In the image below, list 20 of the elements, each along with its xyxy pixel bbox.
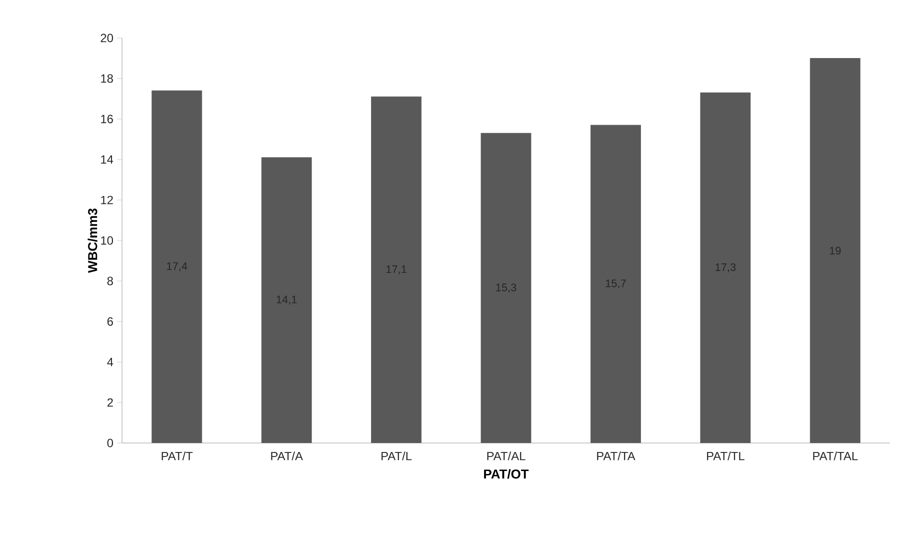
y-tick-label: 16 bbox=[101, 114, 113, 124]
y-axis-title: WBC/mm3 bbox=[88, 208, 98, 273]
x-tick-label: PAT/TL bbox=[707, 452, 744, 460]
x-tick-label: PAT/TAL bbox=[813, 452, 858, 460]
y-tick-label: 6 bbox=[107, 317, 113, 326]
x-tick-label: PAT/TA bbox=[597, 452, 636, 460]
y-tick-label: 10 bbox=[101, 236, 114, 245]
y-tick-label: 18 bbox=[101, 74, 113, 83]
x-tick-label: PAT/L bbox=[382, 452, 412, 460]
x-tick-label: PAT/A bbox=[271, 452, 303, 460]
y-tick-label: 20 bbox=[100, 34, 114, 42]
y-tick-label: 8 bbox=[107, 276, 113, 286]
y-tick-label: 12 bbox=[101, 196, 113, 204]
y-tick-label: 2 bbox=[107, 398, 113, 407]
x-tick-label: PAT/T bbox=[162, 452, 193, 460]
x-tick-label: PAT/AL bbox=[487, 452, 526, 460]
y-tick-label: 4 bbox=[107, 358, 114, 366]
y-tick-label: 14 bbox=[101, 155, 114, 164]
y-tick-label: 0 bbox=[107, 438, 114, 448]
x-axis-title: PAT/OT bbox=[484, 469, 529, 479]
